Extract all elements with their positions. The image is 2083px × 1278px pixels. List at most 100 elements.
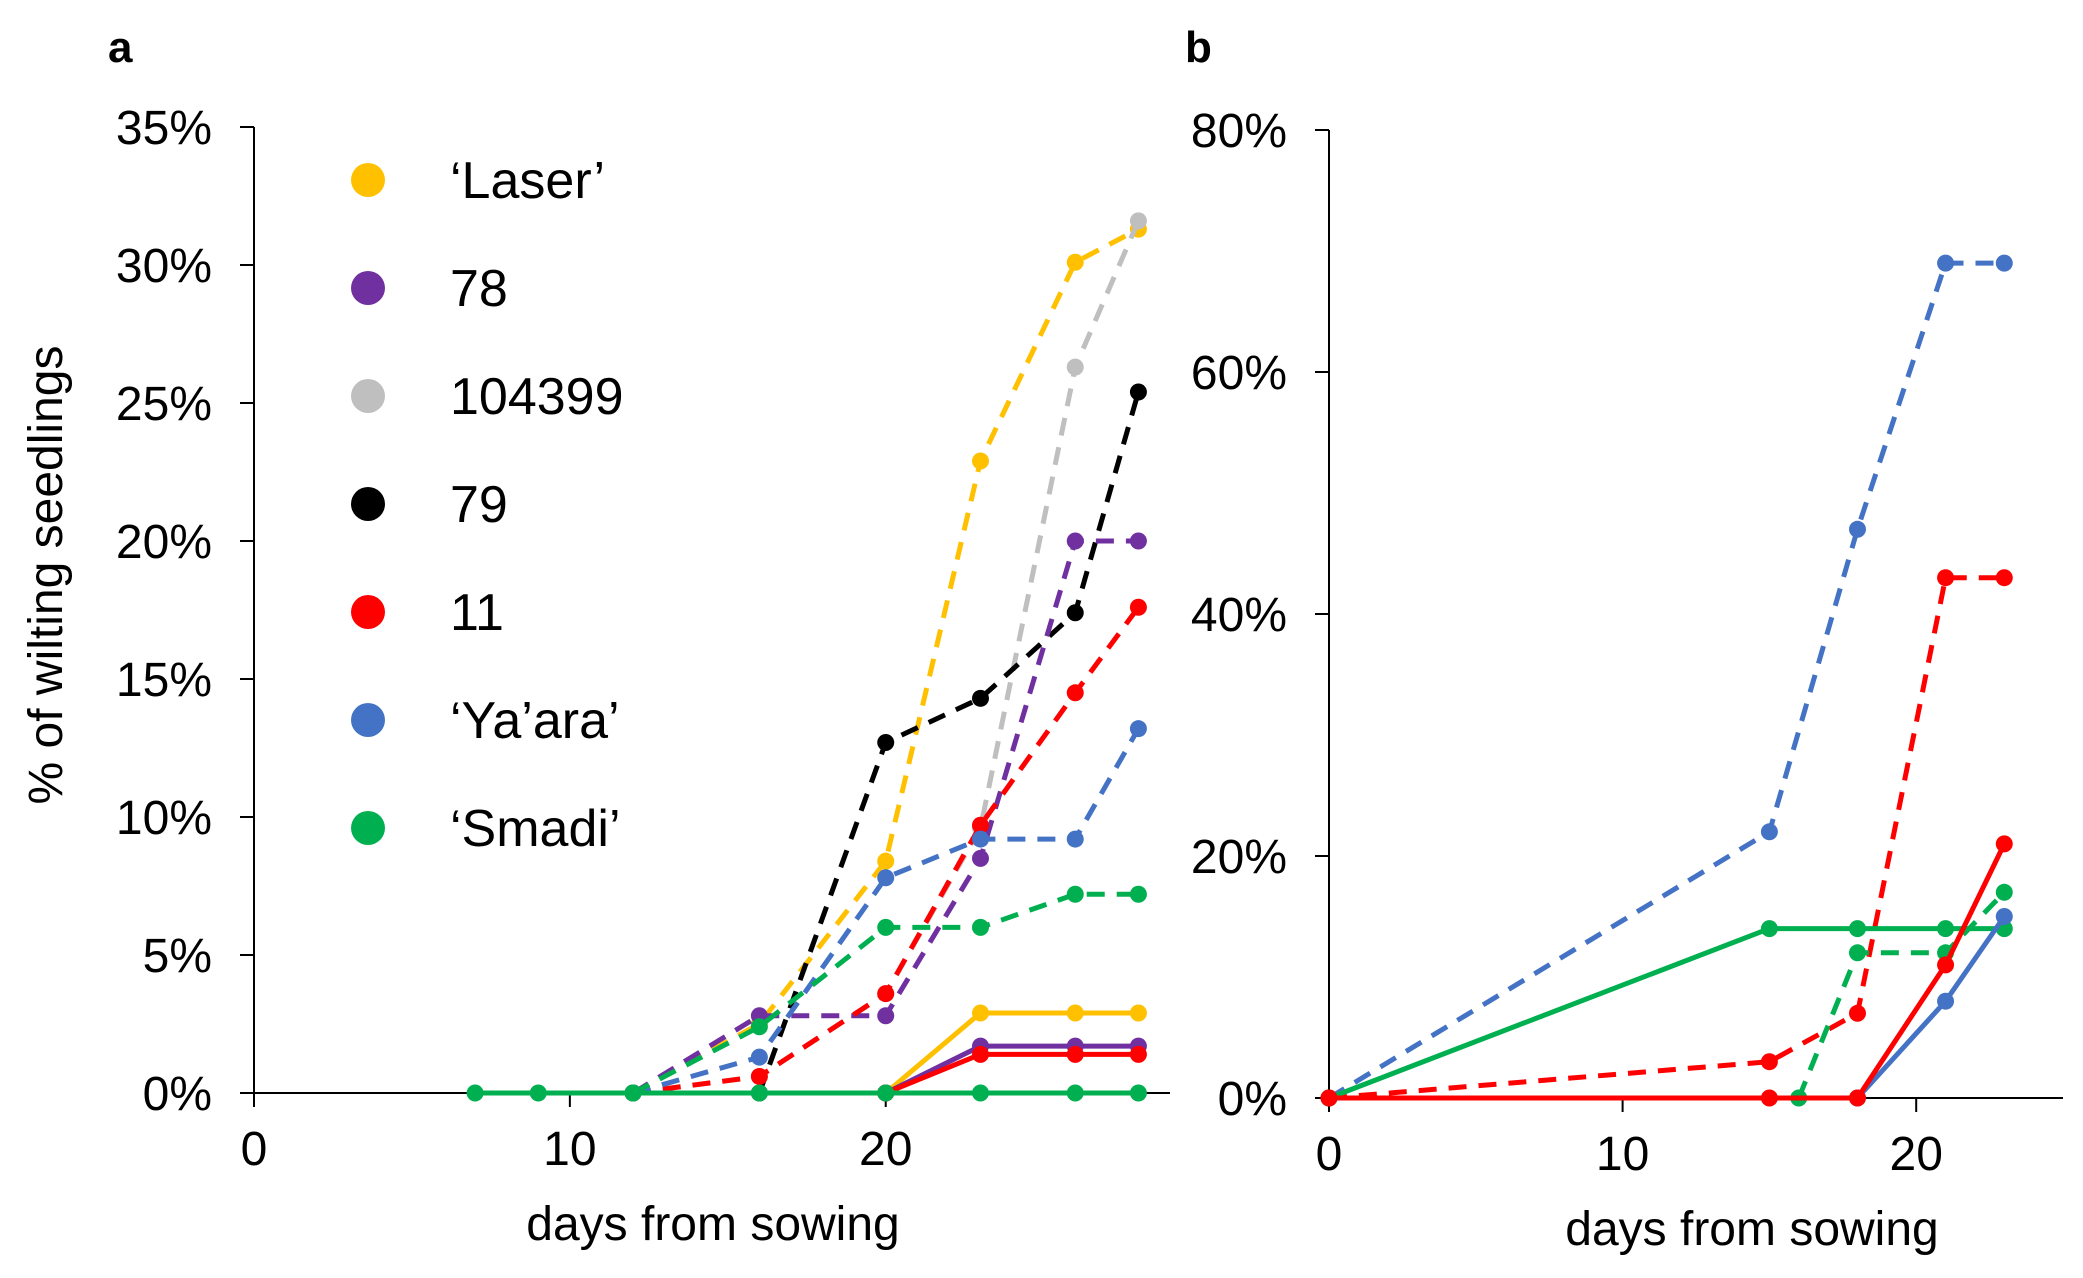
legend-marker [351, 811, 385, 845]
panel-a-y-tick-label: 25% [116, 378, 212, 431]
panel-a-y-tick-label: 15% [116, 654, 212, 707]
panel-b-data-point-ya-ara-dashed [1995, 254, 2013, 272]
panel-a-data-point-smadi-dashed [750, 1018, 768, 1036]
panel-a-legend: ‘Laser’ 78 104399 79 11 ‘Ya’ara’ ‘Smadi’ [351, 152, 624, 858]
panel-a-data-point-laser-solid [971, 1004, 989, 1022]
panel-a-data-point-smadi-solid [750, 1084, 768, 1102]
panel-b-x-tick-label: 0 [1316, 1128, 1343, 1181]
panel-b-x-tick-label: 10 [1596, 1128, 1649, 1181]
panel-b-y-tick-label: 0% [1218, 1073, 1287, 1126]
panel-a-data-point-78-dashed [877, 1007, 895, 1025]
panel-b-data-point-smadi-solid [1848, 920, 1866, 938]
panel-a-y-tick-label: 35% [116, 102, 212, 155]
panel-a-data-point-79-dashed [1066, 604, 1084, 622]
panel-a-series-line-79-dashed [757, 391, 1141, 1094]
panel-b-data-point-ya-ara-solid [1937, 992, 1955, 1010]
panel-b: b days from sowing 0% 20% 40% 60% 80% 0 10 20 [1185, 23, 2063, 1256]
legend-marker [351, 595, 385, 629]
panel-a-axes: 0% 5% 10% 15% 20% 25% 30% 35% 0 10 20 [116, 102, 1170, 1176]
panel-a-data-point-laser-dashed [1066, 253, 1084, 271]
panel-a-y-tick-label: 10% [116, 792, 212, 845]
legend-label: ‘Laser’ [450, 152, 605, 210]
legend-label: 78 [450, 260, 508, 318]
panel-a-data-point-11-solid [1066, 1045, 1084, 1063]
panel-b-data-point-11-dashed [1848, 1004, 1866, 1022]
legend-marker [351, 379, 385, 413]
panel-a-data-point-78-dashed [971, 849, 989, 867]
panel-a-data-point-smadi-solid [971, 1084, 989, 1102]
panel-a-data-point-78-dashed [1066, 532, 1084, 550]
panel-b-axes: 0% 20% 40% 60% 80% 0 10 20 [1191, 105, 2063, 1181]
legend-marker [351, 487, 385, 521]
panel-b-data-point-ya-ara-dashed [1760, 823, 1778, 841]
panel-b-label: b [1185, 23, 1212, 72]
panel-a-data-point-smadi-dashed [1066, 885, 1084, 903]
panel-a-label: a [108, 23, 133, 72]
panel-b-data-point-11-solid [1760, 1089, 1778, 1107]
panel-a-data-point-smadi-solid [1129, 1084, 1147, 1102]
panel-a-x-tick-label: 0 [241, 1123, 268, 1176]
panel-b-data-point-11-solid [1848, 1089, 1866, 1107]
panel-a-series-line-78-solid [884, 1043, 1139, 1096]
legend-label: ‘Smadi’ [450, 800, 621, 858]
panel-b-series-line-ya-ara-solid [1855, 915, 2007, 1100]
panel-a-data-point-79-dashed [971, 689, 989, 707]
legend-label: ‘Ya’ara’ [450, 692, 620, 750]
legend-marker [351, 271, 385, 305]
panel-b-series-line-smadi-dashed [1796, 890, 2007, 1099]
panel-a-y-tick-label: 30% [116, 240, 212, 293]
panel-a-data-point-11-dashed [1066, 684, 1084, 702]
panel-a-data-point-ya-ara-dashed [1066, 830, 1084, 848]
panel-a-data-point-11-solid [1129, 1045, 1147, 1063]
panel-a-y-tick-label: 0% [143, 1068, 212, 1121]
panel-b-data-point-11-solid [1320, 1089, 1338, 1107]
panel-b-data-point-smadi-dashed [1848, 944, 1866, 962]
panel-b-data-point-ya-ara-dashed [1848, 520, 1866, 538]
panel-b-data-point-11-dashed [1995, 569, 2013, 587]
panel-a-data-point-smadi-solid [1066, 1084, 1084, 1102]
panel-b-y-tick-label: 80% [1191, 105, 1287, 158]
panel-a-data-point-smadi-solid [466, 1084, 484, 1102]
legend-marker [351, 163, 385, 197]
panel-a-data-point-smadi-solid [529, 1084, 547, 1102]
panel-a-data-point-79-dashed [1129, 383, 1147, 401]
panel-a-data-point-ya-ara-dashed [1129, 720, 1147, 738]
panel-b-data-point-11-dashed [1937, 569, 1955, 587]
panel-a-data-point-ya-ara-dashed [877, 869, 895, 887]
panel-b-data-point-11-solid [1937, 956, 1955, 974]
panel-a-x-tick-label: 10 [543, 1123, 596, 1176]
legend-label: 79 [450, 476, 508, 534]
panel-b-series [1320, 254, 2013, 1107]
panel-b-data-point-ya-ara-solid [1995, 908, 2013, 925]
panel-b-series-line-11-dashed [1328, 575, 2005, 1101]
panel-a-data-point-smadi-solid [624, 1084, 642, 1102]
panel-b-data-point-ya-ara-dashed [1937, 254, 1955, 272]
panel-a-series-line-104399-dashed [632, 219, 1141, 1096]
panel-a-series-line-78-dashed [631, 538, 1139, 1096]
panel-a-data-point-ya-ara-dashed [971, 830, 989, 848]
panel-a-y-axis-title: % of wilting seedlings [20, 346, 73, 805]
panel-a-data-point-78-dashed [1129, 532, 1147, 550]
panel-a-data-point-laser-solid [1066, 1004, 1084, 1022]
panel-a-data-point-104399-dashed [1129, 212, 1147, 230]
panel-a-data-point-11-dashed [971, 816, 989, 834]
legend-label: 11 [450, 584, 504, 642]
panel-b-data-point-smadi-solid [1937, 920, 1955, 938]
panel-a-series-line-11-dashed [632, 605, 1141, 1096]
panel-a-x-tick-label: 20 [859, 1123, 912, 1176]
panel-a-data-point-laser-dashed [971, 452, 989, 470]
panel-a-data-point-laser-solid [1129, 1004, 1147, 1022]
panel-a-data-point-smadi-dashed [877, 918, 895, 936]
panel-a-data-point-104399-dashed [1066, 358, 1084, 376]
panel-b-data-point-11-dashed [1760, 1053, 1778, 1071]
panel-b-x-axis-title: days from sowing [1565, 1203, 1938, 1256]
panel-b-data-point-smadi-dashed [1995, 883, 2013, 901]
panel-a-series-line-ya-ara-dashed [632, 727, 1141, 1096]
panel-a-y-tick-label: 20% [116, 516, 212, 569]
panel-a: a % of wilting seedlings days from sowin… [20, 23, 1170, 1251]
panel-a-y-tick-label: 5% [143, 930, 212, 983]
panel-b-series-line-ya-ara-dashed [1327, 260, 2005, 1101]
panel-b-y-tick-label: 20% [1191, 831, 1287, 884]
panel-a-series-line-11-solid [884, 1051, 1139, 1096]
